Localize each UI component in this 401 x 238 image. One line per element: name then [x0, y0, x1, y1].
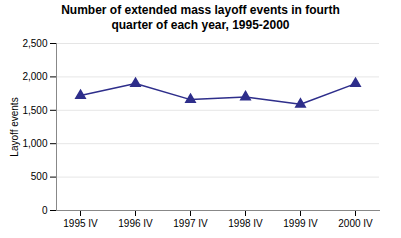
svg-text:Layoff events: Layoff events: [9, 97, 20, 156]
svg-text:1996 IV: 1996 IV: [118, 218, 153, 229]
svg-text:2,000: 2,000: [22, 71, 47, 82]
svg-text:1,500: 1,500: [22, 105, 47, 116]
svg-text:2000 IV: 2000 IV: [338, 218, 373, 229]
html-text:Number of extended mass layoff: Number of extended mass layoff events in…: [61, 3, 340, 32]
svg-text:1998 IV: 1998 IV: [228, 218, 263, 229]
svg-text:0: 0: [42, 205, 48, 216]
svg-text:1997 IV: 1997 IV: [173, 218, 208, 229]
svg-text:500: 500: [31, 171, 48, 182]
svg-text:1999 IV: 1999 IV: [283, 218, 318, 229]
svg-text:2,500: 2,500: [22, 38, 47, 49]
svg-text:1995 IV: 1995 IV: [63, 218, 98, 229]
svg-text:1,000: 1,000: [22, 138, 47, 149]
